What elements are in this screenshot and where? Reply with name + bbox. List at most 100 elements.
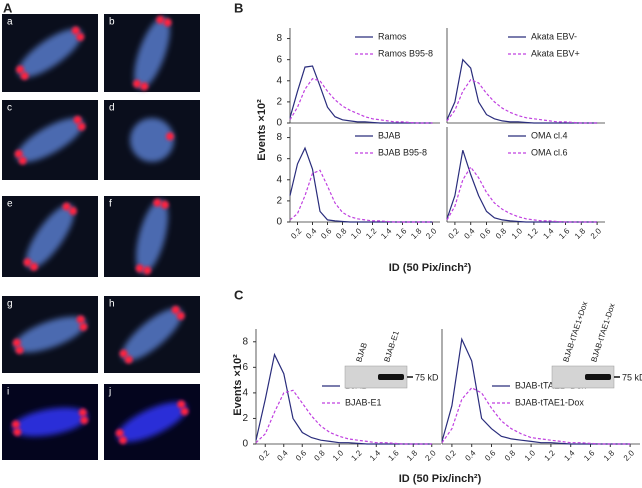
x-tick-label: 0.4 bbox=[275, 448, 290, 463]
series-line bbox=[446, 78, 598, 124]
series-line bbox=[255, 389, 432, 445]
telomere-signal bbox=[163, 18, 172, 27]
x-tick-label: 2.0 bbox=[424, 226, 439, 241]
telomere-signal bbox=[80, 416, 89, 425]
micrographs: a b c d e f g h i j bbox=[2, 14, 200, 460]
x-tick-label: 0.2 bbox=[257, 448, 272, 463]
legend-label: Akata EBV- bbox=[531, 31, 577, 41]
y-axis-label: Events ×10² bbox=[256, 99, 268, 161]
telomere-signal bbox=[118, 436, 127, 445]
telomere-signal bbox=[62, 202, 71, 211]
telomere-signal bbox=[124, 355, 133, 364]
telomere-signal bbox=[12, 338, 21, 347]
telomere-signal bbox=[153, 198, 162, 207]
telomere-signal bbox=[76, 32, 85, 41]
series-line bbox=[289, 65, 433, 124]
lane-label: BJAB-E1 bbox=[382, 329, 401, 363]
y-tick-label: 8 bbox=[276, 132, 282, 143]
image-label: d bbox=[109, 103, 115, 114]
marker-label: 75 kD bbox=[415, 372, 439, 382]
x-tick-label: 1.8 bbox=[602, 448, 617, 463]
legend-label: Ramos B95-8 bbox=[378, 48, 433, 58]
x-tick-label: 0.8 bbox=[334, 226, 349, 241]
series-line bbox=[289, 78, 433, 124]
y-tick-label: 0 bbox=[242, 439, 248, 450]
y-tick-label: 4 bbox=[276, 174, 282, 185]
image-label: g bbox=[7, 299, 13, 310]
telomere-signal bbox=[18, 156, 27, 165]
series-line bbox=[289, 169, 433, 223]
telomere-signal bbox=[160, 200, 169, 209]
legend-label: Akata EBV+ bbox=[531, 48, 580, 58]
y-tick-label: 8 bbox=[242, 336, 248, 347]
telomere-signal bbox=[15, 346, 24, 355]
marker-label: 75 kD bbox=[622, 372, 642, 382]
telomere-signal bbox=[11, 420, 20, 429]
chromosome bbox=[134, 17, 170, 89]
x-tick-label: 1.2 bbox=[543, 448, 558, 463]
x-tick-label: 1.4 bbox=[379, 226, 394, 241]
telomere-signal bbox=[132, 79, 141, 88]
telomere-signal bbox=[23, 258, 32, 267]
chromosome bbox=[12, 407, 88, 437]
telomere-signal bbox=[78, 408, 87, 417]
telomere-signal bbox=[176, 311, 185, 320]
x-tick-label: 1.8 bbox=[409, 226, 424, 241]
telomere-signal bbox=[115, 429, 124, 438]
legend-label: BJAB B95-8 bbox=[378, 147, 427, 157]
telomere-signal bbox=[156, 15, 165, 24]
telomere-signal bbox=[171, 305, 180, 314]
series-line bbox=[289, 146, 433, 223]
legend-label: BJAB-tTAE1-Dox bbox=[515, 397, 584, 407]
telomere-signal bbox=[13, 428, 22, 437]
y-tick-label: 2 bbox=[276, 196, 282, 207]
y-tick-label: 0 bbox=[276, 118, 282, 129]
x-tick-label: 0.8 bbox=[312, 448, 327, 463]
image-label: h bbox=[109, 299, 115, 310]
x-tick-label: 1.6 bbox=[557, 226, 572, 241]
image-label: b bbox=[109, 17, 115, 28]
x-tick-label: 1.4 bbox=[541, 226, 556, 241]
telomere-signal bbox=[71, 26, 80, 35]
y-tick-label: 4 bbox=[276, 75, 282, 86]
panel-label: B bbox=[234, 0, 243, 15]
y-tick-label: 6 bbox=[276, 153, 282, 164]
x-tick-label: 0.4 bbox=[462, 226, 477, 241]
series-line bbox=[441, 337, 631, 445]
x-tick-label: 0.4 bbox=[304, 226, 319, 241]
series-line bbox=[441, 387, 631, 445]
telomere-signal bbox=[68, 207, 77, 216]
legend-label: OMA cl.4 bbox=[531, 130, 568, 140]
telomere-signal bbox=[119, 349, 128, 358]
chromosome bbox=[130, 118, 174, 162]
telomere-signal bbox=[14, 149, 23, 158]
series-line bbox=[446, 166, 598, 223]
y-tick-label: 6 bbox=[276, 54, 282, 65]
y-axis-label: Events ×10² bbox=[232, 354, 244, 416]
lane-label: BJAB-tTAE1-Dox bbox=[589, 302, 616, 363]
x-tick-label: 1.2 bbox=[526, 226, 541, 241]
y-tick-label: 8 bbox=[276, 33, 282, 44]
image-label: a bbox=[7, 17, 13, 28]
image-label: j bbox=[108, 387, 111, 398]
telomere-signal bbox=[77, 122, 86, 131]
blot-band bbox=[585, 374, 611, 380]
x-tick-label: 2.0 bbox=[622, 448, 637, 463]
x-axis-label: ID (50 Pix/inch²) bbox=[389, 262, 472, 274]
panel-label: A bbox=[3, 0, 13, 15]
y-tick-label: 4 bbox=[242, 388, 248, 399]
x-tick-label: 1.8 bbox=[405, 448, 420, 463]
telomere-signal bbox=[20, 71, 29, 80]
telomere-signal bbox=[177, 400, 186, 409]
x-tick-label: 1.2 bbox=[364, 226, 379, 241]
image-label: f bbox=[109, 199, 112, 210]
x-tick-label: 0.4 bbox=[463, 448, 478, 463]
telomere-signal bbox=[79, 322, 88, 331]
lane-label: BJAB bbox=[354, 341, 369, 363]
chromosome bbox=[25, 204, 75, 269]
blot-band bbox=[378, 374, 404, 380]
y-tick-label: 0 bbox=[276, 217, 282, 228]
chromosome bbox=[136, 199, 168, 274]
x-tick-label: 1.0 bbox=[331, 448, 346, 463]
